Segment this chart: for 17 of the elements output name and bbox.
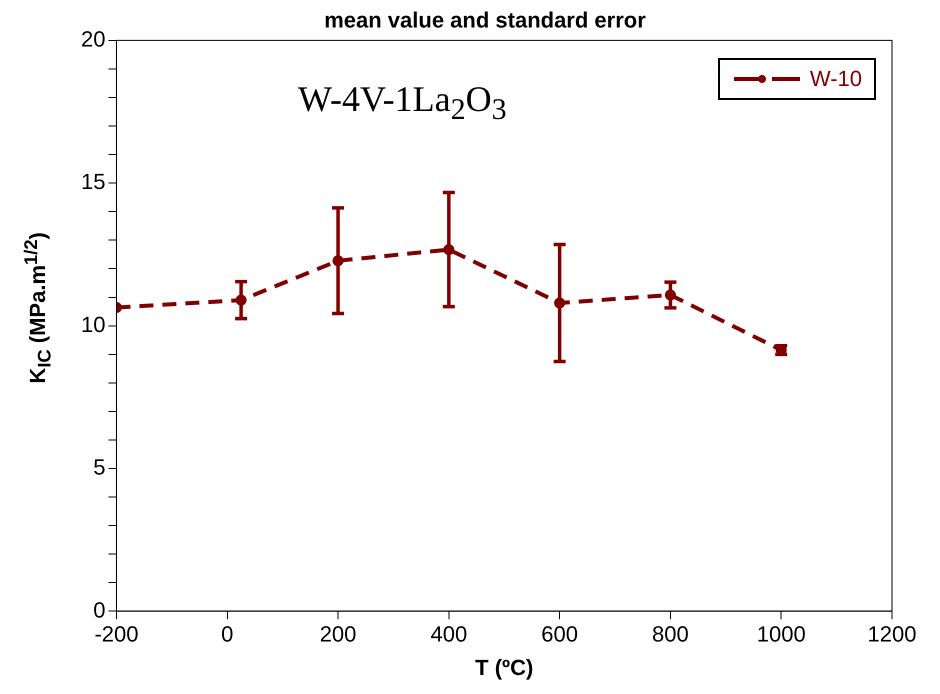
x-tick-label: 400 (430, 621, 468, 646)
chart-title: mean value and standard error (324, 7, 646, 32)
x-axis-title: T (ºC) (475, 654, 534, 680)
x-tick-label: 1200 (868, 621, 916, 646)
annotation: W-4V-1La$_{2}$O$_{3}$ (298, 78, 507, 128)
y-tick-label: 10 (80, 312, 106, 337)
y-tick-label: 20 (80, 26, 106, 52)
x-tick-label: 1000 (756, 621, 806, 646)
x-tick-label: 0 (221, 621, 234, 646)
x-tick-label: 200 (320, 621, 356, 646)
y-tick-label: 5 (93, 454, 106, 480)
x-tick-label: -200 (94, 621, 138, 646)
legend-label: W-10 (810, 66, 862, 92)
x-tick-label: 800 (652, 621, 689, 646)
y-tick-label: 0 (93, 597, 106, 622)
y-tick-label: 15 (80, 169, 106, 194)
x-tick-label: 600 (541, 621, 578, 646)
